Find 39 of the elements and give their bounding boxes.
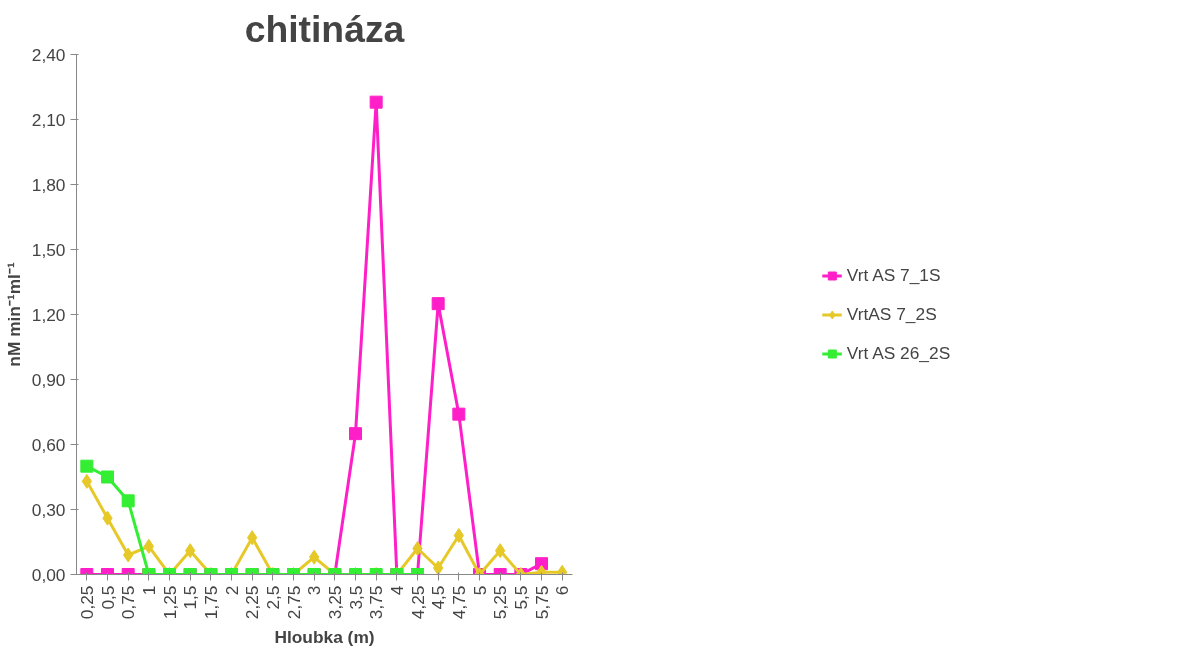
x-tick-label: 1,25 bbox=[159, 585, 180, 620]
y-tick-label: 1,50 bbox=[31, 239, 66, 260]
x-tick-label: 3,5 bbox=[345, 585, 366, 610]
x-tick-label: 2 bbox=[221, 585, 242, 596]
x-axis-title: Hloubka (m) bbox=[274, 627, 375, 648]
legend-label: Vrt AS 7_1S bbox=[846, 264, 941, 286]
x-tick-label: 0,5 bbox=[97, 585, 118, 610]
x-tick-label: 5,75 bbox=[531, 585, 552, 620]
legend-label: Vrt AS 26_2S bbox=[846, 342, 951, 364]
x-tick-label: 4 bbox=[386, 585, 407, 596]
y-tick-label: 1,80 bbox=[31, 174, 66, 195]
x-tick-label: 2,75 bbox=[283, 585, 304, 620]
x-tick-label: 4,25 bbox=[407, 585, 428, 620]
x-tick-label: 1,5 bbox=[180, 585, 201, 610]
x-tick-label: 5,5 bbox=[510, 585, 531, 610]
x-tick-label: 3,75 bbox=[366, 585, 387, 620]
x-tick-label: 3,25 bbox=[324, 585, 345, 620]
x-tick-label: 1 bbox=[138, 585, 159, 596]
x-tick-label: 0,75 bbox=[118, 585, 139, 620]
y-axis-title: nM min⁻¹ml⁻¹ bbox=[3, 262, 24, 367]
x-tick-label: 2,25 bbox=[242, 585, 263, 620]
x-tick-label: 6 bbox=[552, 585, 573, 596]
y-tick-label: 0,30 bbox=[31, 499, 66, 520]
x-tick-label: 4,5 bbox=[428, 585, 449, 610]
y-tick-label: 2,40 bbox=[31, 44, 66, 65]
x-tick-label: 2,5 bbox=[262, 585, 283, 610]
y-tick-label: 1,20 bbox=[31, 304, 66, 325]
x-tick-label: 5 bbox=[469, 585, 490, 596]
chart-title: chitináza bbox=[244, 7, 405, 50]
y-tick-label: 2,10 bbox=[31, 109, 66, 130]
x-tick-label: 3 bbox=[304, 585, 325, 596]
x-tick-label: 1,75 bbox=[200, 585, 221, 620]
y-tick-label: 0,90 bbox=[31, 369, 66, 390]
y-tick-label: 0,60 bbox=[31, 434, 66, 455]
x-tick-label: 4,75 bbox=[448, 585, 469, 620]
x-tick-label: 0,25 bbox=[76, 585, 97, 620]
x-tick-label: 5,25 bbox=[490, 585, 511, 620]
y-tick-label: 0,00 bbox=[31, 564, 66, 585]
legend-label: VrtAS 7_2S bbox=[846, 303, 937, 325]
